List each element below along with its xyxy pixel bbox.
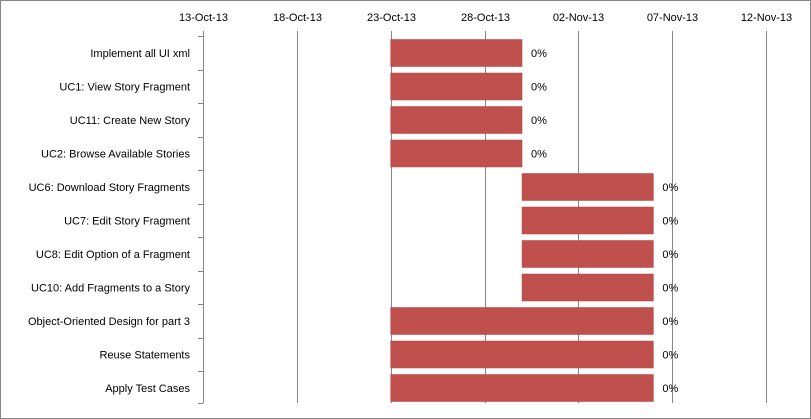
task-name-label: Implement all UI xml <box>90 48 190 60</box>
task-progress-label: 0% <box>662 383 678 395</box>
task-bar <box>390 72 523 101</box>
task-name-label: Reuse Statements <box>100 349 191 361</box>
x-tick-label: 13-Oct-13 <box>179 12 228 24</box>
x-tick-label: 07-Nov-13 <box>647 12 698 24</box>
x-tick-label: 23-Oct-13 <box>367 12 416 24</box>
task-bars <box>390 39 654 402</box>
task-name-label: UC8: Edit Option of a Fragment <box>36 249 190 261</box>
task-progress-label: 0% <box>662 316 678 328</box>
task-labels: Implement all UI xml 0% UC1: View Story Fr… <box>28 48 679 395</box>
task-bar <box>521 240 654 268</box>
task-bar <box>521 173 654 201</box>
task-bar <box>521 206 654 235</box>
task-bar <box>390 307 654 335</box>
task-bar <box>390 340 654 369</box>
task-progress-label: 0% <box>531 48 547 60</box>
task-name-label: UC7: Edit Story Fragment <box>64 215 190 227</box>
task-progress-label: 0% <box>662 249 678 261</box>
x-tick-label: 28-Oct-13 <box>461 12 510 24</box>
task-progress-label: 0% <box>662 349 678 361</box>
x-tick-label: 02-Nov-13 <box>553 12 604 24</box>
task-progress-label: 0% <box>662 182 678 194</box>
task-bar <box>521 273 654 302</box>
date-axis: 13-Oct-13 18-Oct-13 23-Oct-13 28-Oct-13 02-N… <box>179 12 792 404</box>
task-name-label: UC10: Add Fragments to a Story <box>31 282 190 294</box>
task-bar <box>390 106 523 134</box>
task-progress-label: 0% <box>531 115 547 127</box>
task-progress-label: 0% <box>531 81 547 93</box>
task-name-label: UC1: View Story Fragment <box>59 81 190 93</box>
task-name-label: Apply Test Cases <box>105 383 190 395</box>
x-tick-label: 18-Oct-13 <box>273 12 322 24</box>
task-bar <box>390 374 654 402</box>
task-progress-label: 0% <box>662 282 678 294</box>
task-name-label: UC11: Create New Story <box>70 115 191 127</box>
task-bar <box>390 139 523 168</box>
x-tick-label: 12-Nov-13 <box>741 12 792 24</box>
task-bar <box>390 39 523 67</box>
task-name-label: UC2: Browse Available Stories <box>41 148 190 160</box>
task-progress-label: 0% <box>662 215 678 227</box>
task-name-label: UC6: Download Story Fragments <box>29 182 191 194</box>
task-name-label: Object-Oriented Design for part 3 <box>28 316 190 328</box>
task-progress-label: 0% <box>531 148 547 160</box>
